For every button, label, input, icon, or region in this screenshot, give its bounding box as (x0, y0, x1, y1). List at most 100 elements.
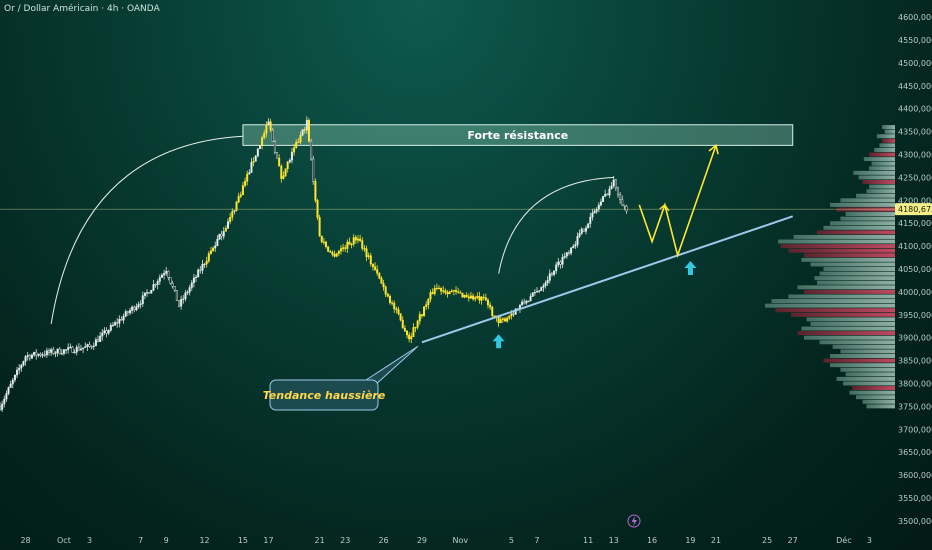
chart-title: Or / Dollar Américain · 4h · OANDA (4, 4, 160, 14)
candle-body (563, 255, 566, 258)
candle-body (616, 187, 619, 195)
candle-body (45, 350, 48, 356)
arc-annotation (498, 176, 614, 274)
current-price-tag[interactable] (895, 203, 932, 216)
candle-body (548, 273, 551, 281)
candle-body (440, 287, 443, 292)
x-tick-label: 16 (647, 536, 657, 545)
y-tick-label: 3700,000 (898, 425, 932, 434)
volume-profile-bar (876, 134, 895, 139)
candle-body (39, 353, 42, 356)
candle-body (570, 247, 573, 254)
x-tick-label: 21 (315, 536, 325, 545)
candle-body (491, 306, 494, 316)
volume-profile-bar (871, 161, 895, 166)
volume-profile-bar (832, 344, 895, 349)
volume-profile-bar (866, 404, 895, 409)
volume-profile-bar (814, 276, 895, 281)
y-tick-label: 3900,000 (898, 334, 932, 343)
lightning-icon[interactable] (627, 514, 641, 528)
price-axis[interactable]: 4600,000 4550,000 4500,000 4450,000 4400,000… (895, 13, 932, 526)
y-tick-label: 3600,000 (898, 471, 932, 480)
volume-profile-bar (840, 349, 895, 354)
candle-body (501, 318, 504, 320)
y-tick-label: 3750,000 (898, 402, 932, 411)
candle-body (88, 344, 91, 347)
candle-body (350, 243, 353, 246)
trendline[interactable] (421, 215, 794, 344)
time-axis[interactable]: 28 Oct 3 7 9 12 15 17 21 23 26 29 Nov 5 7 11 13 16 19 21 25 2… (20, 514, 872, 545)
candle-body (244, 180, 247, 186)
candle-body (7, 387, 10, 394)
volume-profile-bar (810, 321, 895, 326)
candle-body (593, 211, 596, 214)
candle-body (482, 296, 485, 299)
candle-body (478, 296, 481, 301)
candle-body (325, 241, 328, 248)
candle-body (561, 257, 564, 265)
candle-body (124, 311, 127, 317)
candle-body (280, 165, 283, 179)
candle-body (493, 315, 496, 317)
candle-body (111, 324, 114, 327)
candle-body (318, 217, 321, 237)
candle-body (207, 253, 210, 262)
y-tick-label: 3800,000 (898, 379, 932, 388)
candle-body (376, 269, 379, 274)
candle-body (557, 261, 560, 266)
candle-body (263, 132, 266, 138)
volume-profile-bar (765, 303, 895, 308)
y-tick-label: 4500,000 (898, 59, 932, 68)
candle-body (572, 246, 575, 249)
volume-profile-bar (830, 221, 895, 226)
candle-body (544, 282, 547, 286)
candle-body (437, 287, 440, 290)
candle-body (595, 209, 598, 212)
candle-body (484, 297, 487, 301)
candle-body (250, 162, 253, 173)
resistance-zone[interactable]: Forte résistance (242, 124, 794, 146)
candle-body (384, 286, 387, 295)
y-tick-label: 4400,000 (898, 105, 932, 114)
candle-body (67, 347, 70, 350)
candle-body (463, 294, 466, 298)
candle-body (369, 255, 372, 265)
candle-body (109, 325, 112, 331)
candle-body (99, 335, 102, 342)
volume-profile-bar (817, 280, 895, 285)
candle-body (141, 295, 144, 305)
candle-body (327, 246, 330, 252)
y-tick-label: 3550,000 (898, 494, 932, 503)
x-tick-label: 29 (417, 536, 427, 545)
trend-callout-box[interactable] (269, 379, 379, 411)
candle-body (22, 361, 25, 366)
candle-body (418, 314, 421, 322)
lightning-icon-glyph (631, 516, 637, 527)
y-tick-label: 4600,000 (898, 13, 932, 22)
trend-callout-pointer (365, 345, 419, 387)
volume-profile-bar (836, 207, 895, 212)
candle-body (587, 223, 590, 229)
x-tick-label: Déc (836, 535, 851, 545)
candle-body (203, 263, 206, 266)
candle-body (536, 291, 538, 293)
candle-body (538, 290, 541, 292)
candle-body (131, 306, 134, 311)
y-tick-label: 4450,000 (898, 82, 932, 91)
volume-profile-bar (817, 230, 895, 235)
candle-body (619, 194, 622, 200)
x-tick-label: 3 (87, 536, 92, 545)
candle-body (235, 201, 238, 211)
candle-body (567, 252, 570, 254)
candle-body (352, 237, 355, 245)
candle-body (150, 289, 153, 294)
candle-body (224, 228, 227, 232)
resistance-zone-box[interactable] (242, 124, 794, 146)
candle-body (521, 301, 524, 306)
candle-body (227, 221, 230, 229)
volume-profile-bar (788, 248, 895, 253)
candle-body (344, 247, 347, 249)
candle-body (158, 277, 161, 282)
candle-body (118, 319, 121, 324)
